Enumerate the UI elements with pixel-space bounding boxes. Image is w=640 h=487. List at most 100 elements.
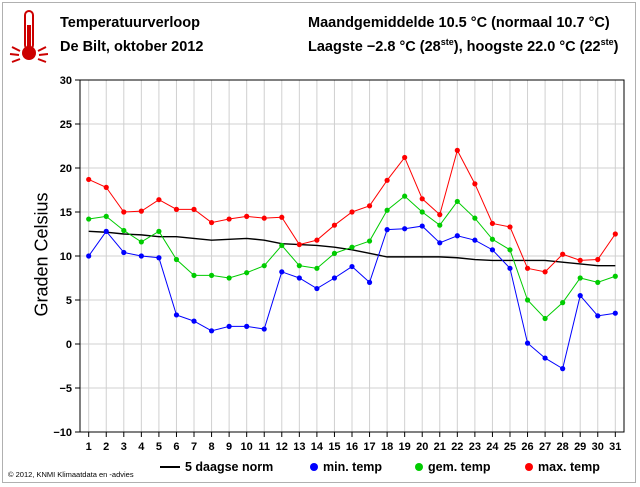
data-point-min-temp xyxy=(121,249,127,256)
data-point-max-temp xyxy=(437,212,443,218)
y-tick-label: 20 xyxy=(60,163,72,175)
data-point-gem-temp xyxy=(419,209,425,215)
data-point-gem-temp xyxy=(454,198,460,205)
data-point-max-temp xyxy=(156,197,162,203)
data-point-min-temp xyxy=(595,313,601,319)
data-point-max-temp xyxy=(524,265,531,271)
data-point-max-temp xyxy=(138,208,144,214)
data-point-min-temp xyxy=(208,328,215,334)
extremes-text: Laagste −2.8 °C (28ste), hoogste 22.0 °C… xyxy=(308,37,619,55)
data-point-min-temp xyxy=(524,340,531,346)
data-point-gem-temp xyxy=(244,270,250,276)
data-point-max-temp xyxy=(560,251,566,257)
data-point-gem-temp xyxy=(226,275,232,281)
data-point-min-temp xyxy=(560,366,566,372)
x-tick-label: 27 xyxy=(539,441,551,453)
copyright-text: © 2012, KNMI Klimaatdata en -advies xyxy=(8,470,134,479)
chart-frame xyxy=(2,2,636,483)
data-point-max-temp xyxy=(244,213,250,219)
data-point-max-temp xyxy=(226,216,232,222)
x-tick-label: 31 xyxy=(609,441,621,453)
data-point-max-temp xyxy=(507,224,513,230)
series-line-5-daagse-norm xyxy=(88,230,616,267)
data-point-gem-temp xyxy=(577,275,583,281)
x-tick-label: 11 xyxy=(258,441,270,453)
data-point-min-temp xyxy=(244,323,250,329)
x-tick-label: 4 xyxy=(138,441,145,453)
data-point-max-temp xyxy=(173,206,180,212)
data-point-min-temp xyxy=(86,253,92,259)
data-point-min-temp xyxy=(138,253,144,259)
data-point-max-temp xyxy=(542,269,548,275)
x-tick-label: 24 xyxy=(486,441,499,453)
x-tick-label: 19 xyxy=(399,441,411,453)
x-tick-label: 23 xyxy=(469,441,481,453)
data-point-max-temp xyxy=(103,184,109,190)
data-point-max-temp xyxy=(402,154,408,161)
chart-title: Temperatuurverloop xyxy=(60,15,200,31)
data-point-min-temp xyxy=(314,285,320,292)
data-point-min-temp xyxy=(226,323,232,329)
plot-area-border xyxy=(79,79,625,433)
data-point-gem-temp xyxy=(103,213,109,219)
legend-min-label: min. temp xyxy=(323,460,383,474)
legend-avg-marker xyxy=(415,463,423,471)
data-point-max-temp xyxy=(296,241,302,248)
data-point-min-temp xyxy=(454,233,460,239)
data-point-min-temp xyxy=(437,240,443,246)
data-point-gem-temp xyxy=(595,279,601,285)
data-point-max-temp xyxy=(279,214,285,220)
data-point-gem-temp xyxy=(121,227,127,234)
y-tick-label: 5 xyxy=(66,295,72,307)
x-tick-label: 10 xyxy=(241,441,253,453)
data-point-max-temp xyxy=(366,203,373,209)
legend-norm-label: 5 daagse norm xyxy=(185,460,274,474)
data-point-min-temp xyxy=(331,275,338,281)
legend-min-marker xyxy=(310,463,318,471)
data-point-min-temp xyxy=(472,237,478,243)
data-point-min-temp xyxy=(507,265,513,271)
legend-max-marker xyxy=(525,463,533,471)
data-point-min-temp xyxy=(402,226,408,232)
x-tick-label: 3 xyxy=(121,441,127,453)
x-tick-label: 29 xyxy=(574,441,586,453)
x-tick-label: 6 xyxy=(173,441,179,453)
x-tick-label: 12 xyxy=(276,441,288,453)
x-tick-label: 15 xyxy=(328,441,340,453)
x-tick-label: 26 xyxy=(521,441,533,453)
data-point-max-temp xyxy=(595,256,601,263)
data-point-max-temp xyxy=(419,196,425,202)
data-point-min-temp xyxy=(489,247,496,253)
data-point-gem-temp xyxy=(261,263,267,269)
data-point-max-temp xyxy=(349,209,355,215)
y-tick-label: 15 xyxy=(60,207,72,219)
data-point-max-temp xyxy=(331,222,338,228)
data-point-gem-temp xyxy=(507,247,513,253)
data-point-min-temp xyxy=(419,223,425,229)
data-point-min-temp xyxy=(261,326,267,332)
x-tick-label: 9 xyxy=(226,441,232,453)
y-tick-label: 25 xyxy=(60,119,72,131)
legend-max-label: max. temp xyxy=(538,460,600,474)
data-point-max-temp xyxy=(454,147,460,153)
legend-item-max: max. temp xyxy=(525,460,600,474)
x-tick-label: 1 xyxy=(86,441,92,453)
data-point-min-temp xyxy=(366,279,373,285)
data-point-max-temp xyxy=(577,257,583,263)
data-point-gem-temp xyxy=(331,250,338,256)
x-tick-label: 22 xyxy=(451,441,463,453)
data-point-gem-temp xyxy=(156,228,162,234)
data-point-gem-temp xyxy=(349,244,355,250)
data-point-gem-temp xyxy=(191,272,197,278)
x-tick-label: 21 xyxy=(434,441,446,453)
chart-subtitle: De Bilt, oktober 2012 xyxy=(60,39,204,55)
x-tick-label: 25 xyxy=(504,441,516,453)
thermometer-icon xyxy=(9,10,48,63)
data-point-min-temp xyxy=(384,227,390,233)
data-point-max-temp xyxy=(86,176,92,183)
data-point-gem-temp xyxy=(296,263,302,269)
data-point-min-temp xyxy=(577,293,583,299)
data-point-max-temp xyxy=(489,220,496,227)
data-point-min-temp xyxy=(156,255,162,261)
data-point-gem-temp xyxy=(524,297,531,303)
